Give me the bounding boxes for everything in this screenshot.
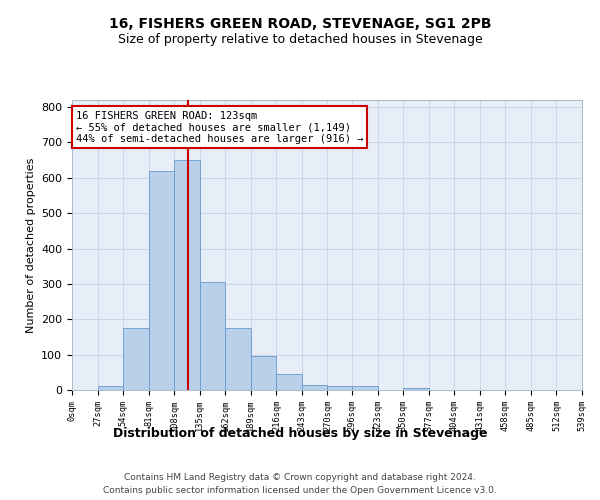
Bar — [200, 282, 225, 390]
Bar — [174, 160, 200, 390]
Bar — [251, 356, 277, 390]
Text: Distribution of detached houses by size in Stevenage: Distribution of detached houses by size … — [113, 428, 487, 440]
Bar — [302, 384, 328, 390]
Text: Contains public sector information licensed under the Open Government Licence v3: Contains public sector information licen… — [103, 486, 497, 495]
Y-axis label: Number of detached properties: Number of detached properties — [26, 158, 35, 332]
Bar — [225, 328, 251, 390]
Bar — [403, 388, 429, 390]
Bar — [149, 170, 174, 390]
Bar — [98, 386, 123, 390]
Bar — [123, 328, 149, 390]
Text: Contains HM Land Registry data © Crown copyright and database right 2024.: Contains HM Land Registry data © Crown c… — [124, 472, 476, 482]
Text: 16 FISHERS GREEN ROAD: 123sqm
← 55% of detached houses are smaller (1,149)
44% o: 16 FISHERS GREEN ROAD: 123sqm ← 55% of d… — [76, 110, 363, 144]
Text: Size of property relative to detached houses in Stevenage: Size of property relative to detached ho… — [118, 32, 482, 46]
Bar — [352, 386, 377, 390]
Bar — [328, 386, 353, 390]
Text: 16, FISHERS GREEN ROAD, STEVENAGE, SG1 2PB: 16, FISHERS GREEN ROAD, STEVENAGE, SG1 2… — [109, 18, 491, 32]
Bar — [277, 374, 302, 390]
